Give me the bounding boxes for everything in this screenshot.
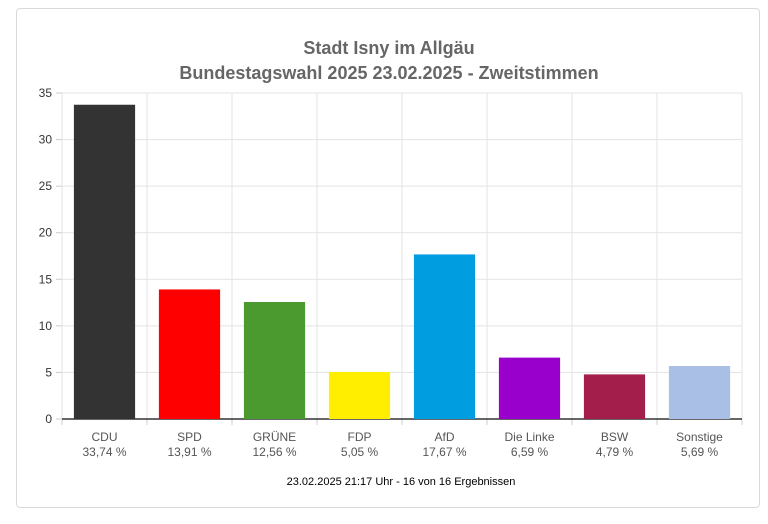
value-label: 13,91 % bbox=[167, 445, 211, 459]
bar-bsw bbox=[583, 374, 646, 419]
chart-title: Stadt Isny im Allgäu bbox=[303, 38, 474, 58]
y-tick-label: 5 bbox=[45, 365, 52, 379]
bar-cdu bbox=[73, 104, 136, 420]
value-label: 6,59 % bbox=[511, 445, 549, 459]
category-label: SPD bbox=[177, 430, 202, 444]
chart-card: Stadt Isny im Allgäu Bundestagswahl 2025… bbox=[16, 8, 760, 508]
value-label: 17,67 % bbox=[422, 445, 466, 459]
bar-spd bbox=[158, 289, 221, 419]
bar-sonstige bbox=[668, 366, 731, 419]
y-axis: 0 5 10 15 20 25 30 35 bbox=[39, 86, 53, 426]
y-tick-label: 15 bbox=[39, 272, 53, 286]
category-label: AfD bbox=[434, 430, 454, 444]
value-label: 5,69 % bbox=[681, 445, 719, 459]
y-tick-label: 35 bbox=[39, 86, 53, 100]
bar-chart: Stadt Isny im Allgäu Bundestagswahl 2025… bbox=[39, 38, 743, 488]
category-label: BSW bbox=[601, 430, 629, 444]
bar-fdp bbox=[328, 371, 391, 419]
bars bbox=[73, 104, 731, 420]
bar-die-linke bbox=[498, 357, 561, 419]
category-label: GRÜNE bbox=[253, 430, 296, 444]
value-label: 12,56 % bbox=[252, 445, 296, 459]
y-tick-label: 20 bbox=[39, 226, 53, 240]
y-tick-label: 30 bbox=[39, 133, 53, 147]
value-label: 5,05 % bbox=[341, 445, 379, 459]
y-tick-label: 25 bbox=[39, 179, 53, 193]
value-label: 4,79 % bbox=[596, 445, 634, 459]
category-label: CDU bbox=[92, 430, 118, 444]
y-tick-label: 10 bbox=[39, 319, 53, 333]
bar-grüne bbox=[243, 302, 306, 419]
category-label: Sonstige bbox=[676, 430, 723, 444]
category-label: Die Linke bbox=[504, 430, 554, 444]
chart-footer: 23.02.2025 21:17 Uhr - 16 von 16 Ergebni… bbox=[287, 476, 516, 488]
bar-afd bbox=[413, 254, 476, 419]
chart-subtitle: Bundestagswahl 2025 23.02.2025 - Zweitst… bbox=[179, 63, 598, 83]
gridlines bbox=[56, 92, 743, 425]
category-label: FDP bbox=[348, 430, 372, 444]
value-label: 33,74 % bbox=[82, 445, 126, 459]
y-tick-label: 0 bbox=[45, 412, 52, 426]
